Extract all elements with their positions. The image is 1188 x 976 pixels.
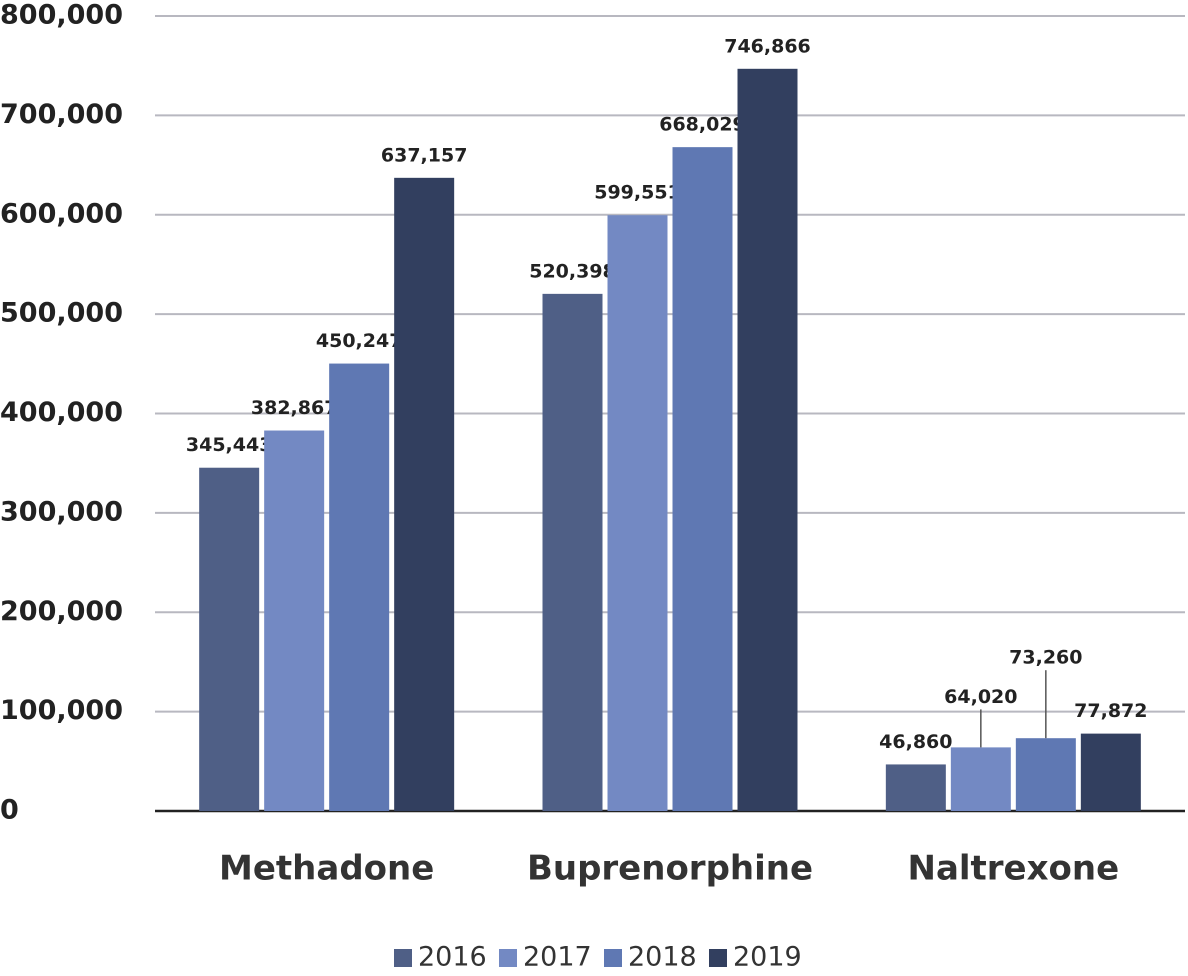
- bar: [950, 747, 1011, 811]
- data-label: 345,443: [186, 434, 273, 456]
- legend-swatch: [709, 949, 727, 967]
- x-tick-label: Buprenorphine: [527, 849, 813, 889]
- bar: [542, 293, 603, 811]
- data-label: 64,020: [944, 686, 1017, 708]
- legend-label: 2017: [523, 942, 592, 973]
- legend-swatch: [499, 949, 517, 967]
- data-label: 450,247: [316, 330, 403, 352]
- y-tick-label: 700,000: [0, 99, 123, 130]
- y-tick-label: 200,000: [0, 596, 123, 627]
- legend-label: 2018: [628, 942, 697, 973]
- bar: [329, 363, 390, 811]
- x-tick-label: Methadone: [219, 849, 434, 889]
- legend-swatch: [604, 949, 622, 967]
- bar: [264, 430, 325, 811]
- bar: [1015, 738, 1076, 811]
- data-label: 746,866: [724, 35, 811, 57]
- legend-label: 2016: [418, 942, 487, 973]
- x-tick-label: Naltrexone: [907, 849, 1119, 889]
- y-tick-label: 500,000: [0, 298, 123, 329]
- data-label: 637,157: [381, 144, 468, 166]
- data-label: 520,398: [529, 260, 616, 282]
- legend-label: 2019: [733, 942, 802, 973]
- data-label: 599,551: [594, 182, 681, 204]
- y-tick-label: 300,000: [0, 496, 123, 527]
- data-label: 73,260: [1009, 647, 1082, 669]
- data-label: 46,860: [879, 731, 952, 753]
- bar: [737, 68, 798, 812]
- y-tick-label: 0: [0, 795, 19, 826]
- bar: [199, 467, 260, 811]
- bar: [885, 764, 946, 811]
- bar: [394, 177, 455, 812]
- y-tick-label: 600,000: [0, 198, 123, 229]
- y-tick-label: 100,000: [0, 695, 123, 726]
- data-label: 668,029: [659, 114, 746, 136]
- y-tick-label: 400,000: [0, 397, 123, 428]
- legend-swatch: [394, 949, 412, 967]
- data-label: 77,872: [1074, 700, 1147, 722]
- data-label: 382,867: [251, 397, 338, 419]
- bar: [1080, 733, 1141, 811]
- y-tick-label: 800,000: [0, 0, 123, 31]
- bar: [672, 147, 733, 811]
- bar: [607, 215, 668, 812]
